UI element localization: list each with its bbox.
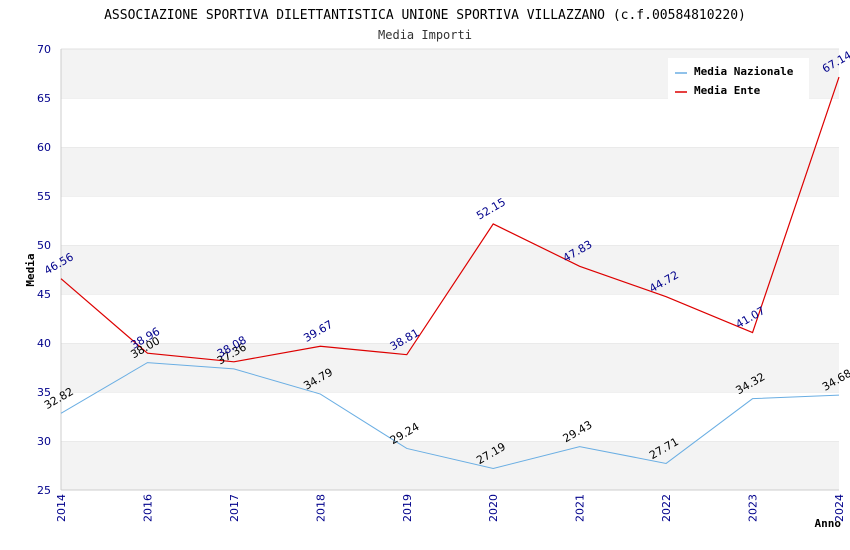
- y-tick-label: 45: [37, 288, 51, 301]
- y-tick-label: 60: [37, 141, 51, 154]
- grid-band: [61, 147, 839, 196]
- x-tick-label: 2020: [487, 494, 500, 522]
- x-axis-label: Anno: [815, 517, 842, 530]
- grid-bands: [61, 48, 839, 490]
- x-tick-label: 2024: [833, 494, 846, 522]
- x-tick-label: 2016: [141, 494, 154, 522]
- x-tick-label: 2021: [574, 494, 587, 522]
- grid-band: [61, 196, 839, 245]
- series-line-media-nazionale: [60, 362, 840, 470]
- x-tick-label: 2022: [660, 494, 673, 522]
- legend-background: [668, 58, 809, 100]
- y-axis-label: Media: [24, 253, 37, 286]
- grid-band: [61, 392, 839, 441]
- x-tick-label: 2017: [228, 494, 241, 522]
- x-tick-label: 2019: [401, 494, 414, 522]
- y-tick-label: 55: [37, 190, 51, 203]
- y-tick-label: 70: [37, 43, 51, 56]
- grid-band: [61, 343, 839, 392]
- legend-label-media-ente: Media Ente: [694, 84, 761, 97]
- y-tick-label: 25: [37, 484, 51, 497]
- chart-title: ASSOCIAZIONE SPORTIVA DILETTANTISTICA UN…: [104, 8, 746, 23]
- series-line-media-ente: [60, 76, 840, 363]
- y-tick-label: 50: [37, 239, 51, 252]
- axes: [60, 49, 839, 491]
- grid-band: [61, 294, 839, 343]
- x-tick-labels: 2014 2016 2017 2018 2019 2020 2021 2022 2023 2024: [55, 494, 846, 522]
- grid-band: [61, 98, 839, 147]
- y-tick-label: 30: [37, 435, 51, 448]
- chart-subtitle: Media Importi: [378, 28, 472, 42]
- y-tick-label: 65: [37, 92, 51, 105]
- legend: Media Nazionale Media Ente: [668, 58, 809, 100]
- y-tick-labels: 25 30 35 40 45 50 55 60 65 70: [37, 43, 51, 497]
- x-tick-label: 2018: [314, 494, 327, 522]
- grid-band: [61, 245, 839, 294]
- legend-label-media-nazionale: Media Nazionale: [694, 65, 794, 78]
- grid-band: [61, 441, 839, 490]
- y-tick-label: 35: [37, 386, 51, 399]
- x-tick-label: 2014: [55, 494, 68, 522]
- x-tick-label: 2023: [747, 494, 760, 522]
- y-tick-label: 40: [37, 337, 51, 350]
- series-lines: [60, 76, 840, 470]
